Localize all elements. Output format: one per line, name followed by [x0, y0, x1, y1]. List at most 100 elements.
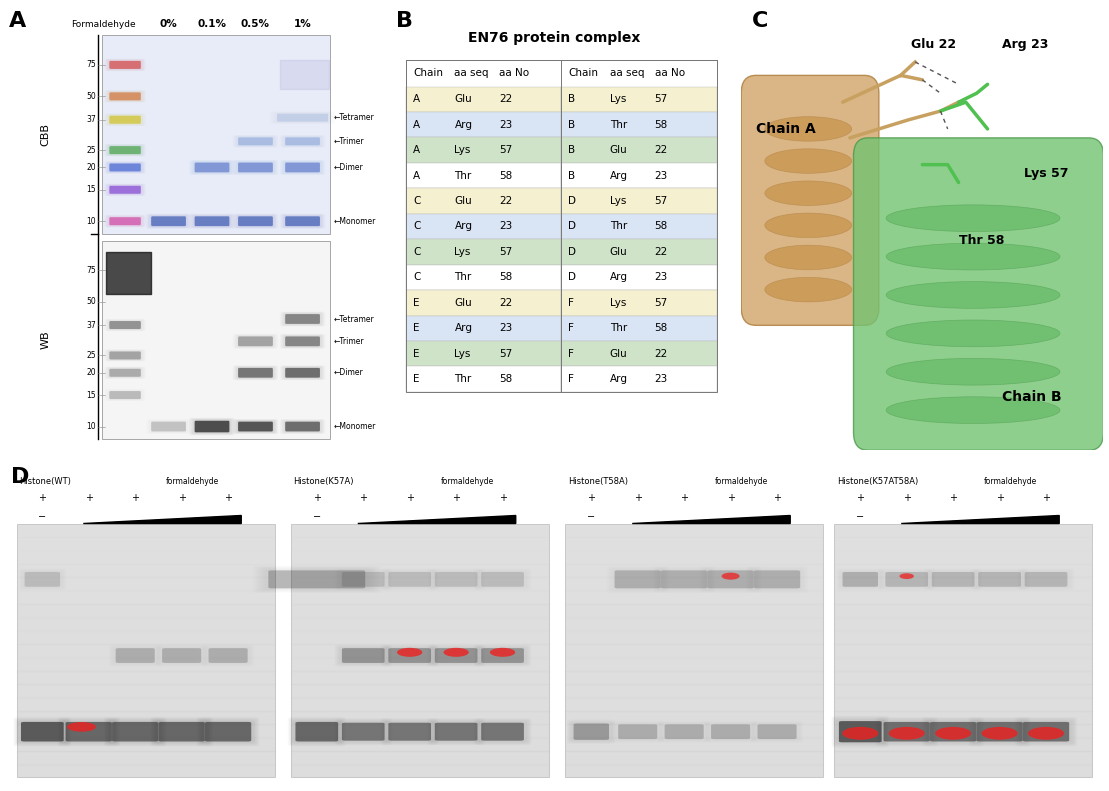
FancyBboxPatch shape	[21, 722, 63, 741]
Text: Lys: Lys	[610, 196, 627, 206]
Text: Thr: Thr	[455, 374, 471, 384]
Text: Histone(K57AT58A): Histone(K57AT58A)	[836, 477, 918, 486]
Text: +: +	[996, 493, 1004, 503]
Text: +: +	[131, 493, 140, 503]
FancyBboxPatch shape	[561, 265, 716, 290]
Text: Histone(K57A): Histone(K57A)	[293, 477, 354, 486]
FancyBboxPatch shape	[1025, 572, 1067, 587]
FancyBboxPatch shape	[618, 725, 658, 739]
FancyBboxPatch shape	[561, 112, 716, 138]
Ellipse shape	[888, 727, 925, 740]
Text: C: C	[413, 272, 420, 282]
Text: +: +	[224, 493, 232, 503]
FancyBboxPatch shape	[342, 648, 385, 663]
Text: ←Monomer: ←Monomer	[334, 422, 376, 431]
Text: 58: 58	[654, 119, 668, 130]
Text: E: E	[413, 324, 419, 333]
Text: 23: 23	[499, 324, 512, 333]
FancyBboxPatch shape	[930, 722, 976, 741]
FancyBboxPatch shape	[110, 61, 141, 69]
Text: Thr: Thr	[455, 272, 471, 282]
Text: 58: 58	[499, 374, 512, 384]
FancyBboxPatch shape	[561, 188, 716, 214]
Text: Thr: Thr	[610, 221, 627, 232]
Text: 1%: 1%	[294, 19, 312, 29]
Polygon shape	[83, 516, 242, 524]
Text: E: E	[413, 349, 419, 358]
Text: 22: 22	[499, 297, 512, 308]
FancyBboxPatch shape	[342, 723, 385, 740]
Text: 50: 50	[87, 92, 96, 101]
Ellipse shape	[765, 181, 852, 206]
Polygon shape	[632, 516, 791, 524]
Text: 23: 23	[499, 119, 512, 130]
Text: 0%: 0%	[160, 19, 177, 29]
FancyBboxPatch shape	[238, 138, 273, 146]
FancyBboxPatch shape	[112, 722, 159, 741]
Text: −: −	[588, 512, 596, 522]
Text: Arg: Arg	[455, 221, 472, 232]
FancyBboxPatch shape	[285, 162, 319, 172]
Text: A: A	[413, 119, 420, 130]
Text: Histone(WT): Histone(WT)	[19, 477, 71, 486]
Text: Chain A: Chain A	[755, 122, 815, 136]
Text: F: F	[568, 349, 574, 358]
Text: A: A	[413, 171, 420, 180]
Text: 50: 50	[87, 297, 96, 306]
Ellipse shape	[490, 648, 516, 657]
Text: +: +	[359, 493, 367, 503]
FancyBboxPatch shape	[102, 240, 329, 439]
Text: 25: 25	[87, 351, 96, 360]
FancyBboxPatch shape	[285, 368, 319, 377]
Text: B: B	[568, 94, 576, 104]
FancyBboxPatch shape	[884, 722, 929, 741]
FancyBboxPatch shape	[110, 351, 141, 359]
Text: 37: 37	[87, 320, 96, 330]
FancyBboxPatch shape	[110, 186, 141, 194]
Text: +: +	[633, 493, 642, 503]
FancyBboxPatch shape	[406, 214, 561, 239]
Text: C: C	[752, 10, 769, 31]
Text: 22: 22	[499, 94, 512, 104]
FancyBboxPatch shape	[435, 572, 478, 587]
Text: Lys 57: Lys 57	[1024, 167, 1068, 180]
FancyBboxPatch shape	[838, 721, 882, 742]
Text: Lys: Lys	[610, 94, 627, 104]
FancyBboxPatch shape	[1022, 722, 1069, 741]
FancyBboxPatch shape	[561, 138, 716, 163]
FancyBboxPatch shape	[194, 216, 230, 226]
FancyBboxPatch shape	[854, 138, 1103, 450]
Text: A: A	[9, 10, 27, 31]
FancyBboxPatch shape	[481, 723, 523, 740]
Text: Glu: Glu	[455, 196, 472, 206]
FancyBboxPatch shape	[110, 391, 141, 399]
Text: Thr: Thr	[610, 324, 627, 333]
Text: E: E	[413, 297, 419, 308]
FancyBboxPatch shape	[388, 648, 431, 663]
FancyBboxPatch shape	[406, 60, 716, 86]
FancyBboxPatch shape	[435, 723, 478, 740]
Text: C: C	[413, 196, 420, 206]
Text: 57: 57	[499, 145, 512, 155]
Text: 57: 57	[654, 196, 668, 206]
FancyBboxPatch shape	[614, 570, 661, 589]
FancyBboxPatch shape	[561, 214, 716, 239]
FancyBboxPatch shape	[406, 86, 561, 112]
FancyBboxPatch shape	[159, 722, 205, 741]
Text: 10: 10	[87, 217, 96, 225]
Text: 23: 23	[654, 374, 668, 384]
FancyBboxPatch shape	[406, 265, 561, 290]
FancyBboxPatch shape	[110, 218, 141, 225]
Ellipse shape	[444, 648, 469, 657]
Text: Glu: Glu	[610, 145, 628, 155]
Text: +: +	[680, 493, 689, 503]
Ellipse shape	[935, 727, 971, 740]
Text: ←Tetramer: ←Tetramer	[334, 315, 374, 324]
FancyBboxPatch shape	[285, 336, 319, 346]
FancyBboxPatch shape	[976, 722, 1022, 741]
FancyBboxPatch shape	[834, 524, 1092, 778]
FancyBboxPatch shape	[238, 336, 273, 346]
Ellipse shape	[765, 213, 852, 237]
Text: 58: 58	[499, 171, 512, 180]
Ellipse shape	[842, 727, 878, 740]
